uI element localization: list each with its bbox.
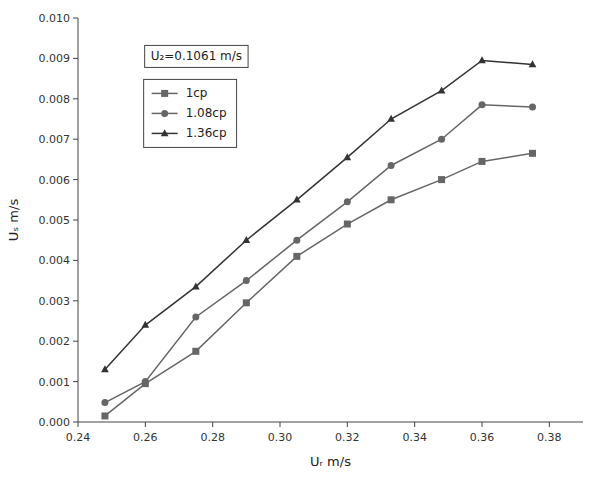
x-tick (482, 422, 483, 427)
x-tick-label: 0.26 (133, 431, 158, 444)
data-point (438, 176, 445, 183)
data-point (529, 150, 536, 157)
x-tick (78, 422, 79, 427)
data-point (479, 101, 486, 108)
data-point (343, 153, 351, 160)
data-point (243, 277, 250, 284)
y-tick-label: 0.002 (39, 335, 71, 348)
data-point (479, 158, 486, 165)
x-tick (212, 422, 213, 427)
annotation-group: U₂=0.1061 m/s (145, 45, 248, 67)
legend-marker (161, 129, 169, 136)
y-tick (73, 58, 78, 59)
y-tick (73, 260, 78, 261)
series-line (105, 105, 533, 403)
data-point (293, 237, 300, 244)
legend-marker (161, 90, 168, 97)
annotation: U₂=0.1061 m/s (151, 49, 242, 63)
data-point (141, 321, 149, 328)
y-tick-label: 0.000 (39, 416, 71, 429)
data-point (142, 378, 149, 385)
x-tick (414, 422, 415, 427)
background (0, 0, 603, 480)
data-point (388, 162, 395, 169)
data-point (344, 221, 351, 228)
y-axis-label: Uₛ m/s (6, 199, 21, 242)
data-point (243, 299, 250, 306)
y-tick (73, 381, 78, 382)
x-tick (549, 422, 550, 427)
series-line (105, 60, 533, 369)
axes: 0.24 0.26 0.28 0.30 0.32 0.34 0.36 0.38 0.000 0.0… (39, 12, 584, 444)
y-tick-label: 0.010 (39, 12, 71, 25)
annotation-box (145, 45, 248, 67)
legend-label: 1cp (186, 86, 208, 100)
legend-label: 1.08cp (186, 106, 227, 120)
data-point (192, 282, 200, 289)
y-tick-label: 0.005 (39, 214, 71, 227)
y-tick (73, 220, 78, 221)
data-point (293, 253, 300, 260)
x-tick-label: 0.38 (537, 431, 562, 444)
data-point (242, 236, 250, 243)
x-tick-label: 0.36 (470, 431, 495, 444)
data-point (478, 56, 486, 63)
data-point (529, 103, 536, 110)
data-point (387, 115, 395, 122)
y-tick (73, 179, 78, 180)
y-tick-label: 0.007 (39, 133, 71, 146)
x-axis-label: Uᵣ m/s (310, 454, 351, 469)
data-point (293, 196, 301, 203)
x-axis-line (78, 422, 583, 423)
chart: 0.24 0.26 0.28 0.30 0.32 0.34 0.36 0.38 0.000 0.0… (0, 0, 603, 480)
y-tick-label: 0.009 (39, 52, 71, 65)
y-tick-label: 0.001 (39, 376, 71, 389)
data-point (101, 365, 109, 372)
x-tick-label: 0.34 (402, 431, 427, 444)
legend-label: 1.36cp (186, 126, 227, 140)
x-tick (280, 422, 281, 427)
data-point (344, 198, 351, 205)
x-tick (145, 422, 146, 427)
y-tick-label: 0.008 (39, 93, 71, 106)
y-tick (73, 341, 78, 342)
x-tick-label: 0.32 (335, 431, 360, 444)
data-point (101, 412, 108, 419)
y-tick (73, 422, 78, 423)
data-point (438, 87, 446, 94)
data-point (388, 196, 395, 203)
data-point (192, 348, 199, 355)
y-tick-label: 0.003 (39, 295, 71, 308)
legend: 1cp 1.08cp 1.36cp (144, 79, 237, 147)
data-point (529, 60, 537, 67)
y-tick (73, 139, 78, 140)
legend-box (144, 79, 237, 147)
data-point (192, 313, 199, 320)
data-point (101, 399, 108, 406)
y-tick (73, 18, 78, 19)
y-tick (73, 98, 78, 99)
legend-marker (161, 110, 168, 117)
y-tick (73, 300, 78, 301)
x-tick-label: 0.28 (200, 431, 225, 444)
plot-data (101, 56, 536, 419)
series-line (105, 153, 533, 416)
data-point (438, 136, 445, 143)
x-tick-label: 0.24 (66, 431, 91, 444)
x-tick-label: 0.30 (268, 431, 293, 444)
y-tick-label: 0.006 (39, 174, 71, 187)
x-tick (347, 422, 348, 427)
y-tick-label: 0.004 (39, 254, 71, 267)
